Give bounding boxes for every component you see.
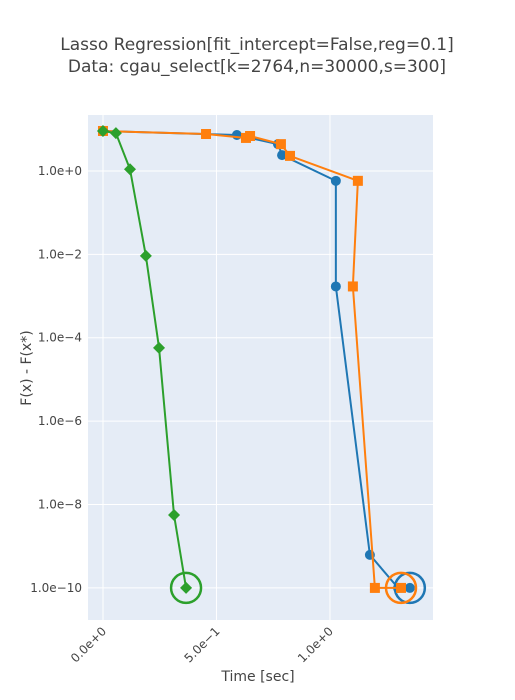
x-tick-label: 0.0e+0 <box>68 624 109 665</box>
marker <box>139 249 152 262</box>
marker <box>201 129 212 140</box>
marker <box>96 124 109 137</box>
y-tick-label: 1.0e+0 <box>38 164 82 178</box>
marker <box>330 281 341 292</box>
marker <box>277 150 288 161</box>
x-axis-label: Time [sec] <box>220 669 294 685</box>
marker <box>180 581 193 594</box>
marker <box>330 175 341 186</box>
x-tick-label: 5.0e−1 <box>181 624 222 665</box>
y-tick-label: 1.0e−10 <box>30 581 82 595</box>
marker <box>395 582 406 593</box>
final-marker-ring <box>384 571 418 605</box>
marker <box>369 582 380 593</box>
marker <box>352 175 363 186</box>
series-line <box>102 129 401 589</box>
chart-subtitle: Data: cgau_select[k=2764,n=30000,s=300] <box>68 57 446 77</box>
marker <box>109 127 122 140</box>
y-axis-label: F(x) - F(x*) <box>19 330 35 405</box>
marker <box>347 281 358 292</box>
y-tick-label: 1.0e−4 <box>38 331 82 345</box>
marker <box>285 150 296 161</box>
marker <box>404 582 415 593</box>
x-tick-label: 1.0e+0 <box>295 624 336 665</box>
marker <box>153 341 166 354</box>
plot-area <box>88 115 433 620</box>
y-tick-label: 1.0e−8 <box>38 498 82 512</box>
marker <box>231 129 242 140</box>
marker <box>245 130 256 141</box>
chart-title: Lasso Regression[fit_intercept=False,reg… <box>60 35 454 55</box>
marker <box>123 163 136 176</box>
marker <box>275 139 286 150</box>
marker <box>168 509 181 522</box>
y-tick-label: 1.0e−2 <box>38 247 82 261</box>
final-marker-ring <box>169 571 203 605</box>
y-tick-label: 1.0e−6 <box>38 414 82 428</box>
